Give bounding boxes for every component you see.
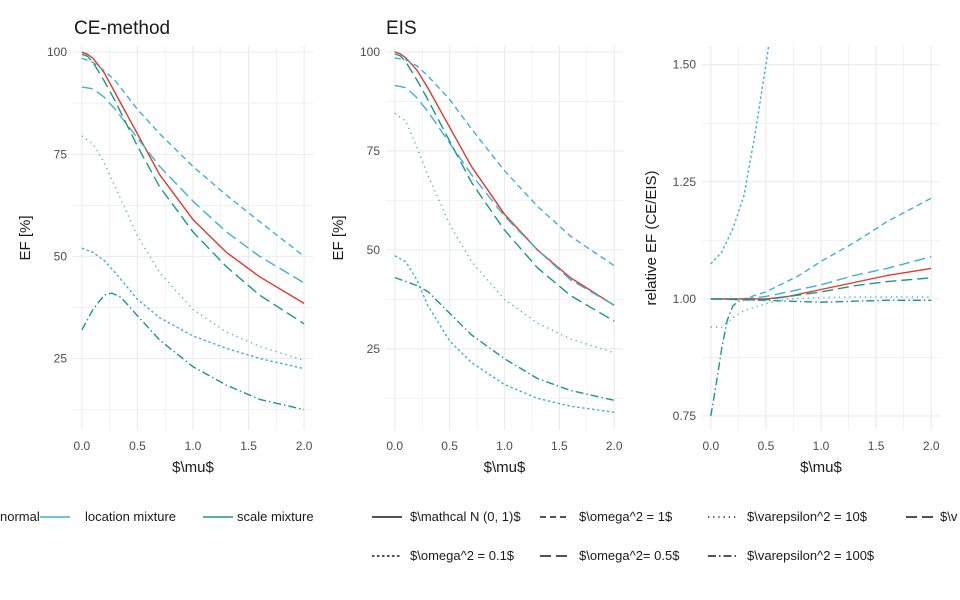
series-lines	[710, 46, 932, 417]
x-tick-label: 1.5	[868, 439, 885, 453]
x-tick-label: 0.0	[386, 439, 403, 453]
legend-label-variant-o1: $\omega^2 = 1$	[579, 509, 673, 524]
series-line-location-mixture-o1	[394, 57, 615, 267]
x-tick-label: 0.0	[74, 439, 91, 453]
legend-label-variant-e10: $\varepsilon^2 = 10$	[747, 509, 868, 524]
x-axis-label: $\mu$	[172, 459, 214, 476]
panel-eis: EIS 0.0 0.5 1.0 1.5 2.0 25 50 75 100 $\mu$ EF [%]	[330, 18, 623, 476]
y-tick-label: 0.75	[673, 409, 697, 423]
legend-label-normal: normal	[0, 509, 40, 524]
series-line-normal-solid	[710, 267, 932, 300]
series-line-location-mixture-o0-1	[394, 255, 615, 413]
series-line-normal-solid	[81, 51, 305, 305]
series-line-scale-mixture-o0-5	[81, 53, 305, 325]
x-tick-label: 0.5	[129, 439, 146, 453]
panel-title-ce-method: CE-method	[74, 18, 170, 39]
series-line-location-mixture-o0-1	[710, 46, 770, 265]
series-lines	[394, 51, 615, 413]
series-line-location-mixture-o1	[81, 57, 305, 257]
y-tick-label: 1.25	[673, 175, 697, 189]
series-line-location-mixture-o1	[710, 197, 932, 300]
series-line-scale-mixture-o0-5	[394, 53, 615, 322]
series-line-scale-mixture-e100	[81, 292, 305, 411]
x-tick-label: 0.5	[441, 439, 458, 453]
x-tick-label: 2.0	[296, 439, 313, 453]
x-tick-label: 2.0	[606, 439, 623, 453]
x-tick-label: 0.0	[702, 439, 719, 453]
panel-ce-method: CE-method 0.0 0.5 1.0 1.5 2.0 25 50 75 100 $\mu$ E…	[17, 18, 313, 476]
x-axis-label: $\mu$	[484, 459, 526, 476]
y-tick-label: 75	[54, 147, 68, 161]
y-tick-label: 1.50	[673, 58, 697, 72]
y-tick-label: 50	[54, 249, 68, 263]
y-tick-label: 75	[367, 144, 381, 158]
x-tick-label: 1.5	[551, 439, 568, 453]
y-axis-label: EF [%]	[330, 215, 347, 260]
y-tick-label: 25	[367, 342, 381, 356]
y-tick-label: 100	[360, 45, 380, 59]
panel-title-eis: EIS	[386, 18, 417, 39]
legend-label-variant-solid: $\mathcal N (0, 1)$	[410, 509, 521, 524]
y-axis-label: relative EF (CE/EIS)	[643, 170, 660, 305]
series-line-location-mixture-o0-5	[394, 84, 615, 306]
y-axis-label: EF [%]	[17, 215, 34, 260]
legend-label-variant-o0-5: $\omega^2= 0.5$	[579, 548, 680, 563]
series-line-scale-mixture-e100	[394, 276, 615, 401]
legend: normal location mixture scale mixture $\mat…	[0, 509, 958, 563]
legend-label-overflow: $\v	[940, 509, 958, 524]
x-tick-label: 1.5	[240, 439, 257, 453]
grid	[73, 46, 313, 430]
series-lines	[81, 51, 305, 411]
grid	[702, 46, 940, 430]
series-line-normal-solid	[394, 51, 615, 306]
x-tick-label: 2.0	[923, 439, 940, 453]
y-tick-label: 25	[54, 352, 68, 366]
series-line-location-mixture-o0-5	[81, 86, 305, 284]
series-line-location-mixture-o0-1	[81, 247, 305, 370]
x-tick-label: 1.0	[813, 439, 830, 453]
x-tick-label: 1.0	[185, 439, 202, 453]
y-tick-label: 100	[47, 45, 67, 59]
series-line-scale-mixture-e100	[710, 299, 932, 417]
legend-label-variant-o0-1: $\omega^2 = 0.1$	[410, 548, 515, 563]
y-tick-label: 50	[367, 243, 381, 257]
y-tick-label: 1.00	[673, 292, 697, 306]
x-axis-label: $\mu$	[800, 459, 842, 476]
legend-label-location-mixture: location mixture	[85, 509, 176, 524]
x-tick-label: 1.0	[496, 439, 513, 453]
legend-label-variant-e100: $\varepsilon^2 = 100$	[747, 548, 875, 563]
legend-label-scale-mixture: scale mixture	[237, 509, 314, 524]
x-tick-label: 0.5	[758, 439, 775, 453]
panel-relative-ef: 0.0 0.5 1.0 1.5 2.0 0.75 1.00 1.25 1.50 $\mu$ rela…	[643, 46, 940, 476]
